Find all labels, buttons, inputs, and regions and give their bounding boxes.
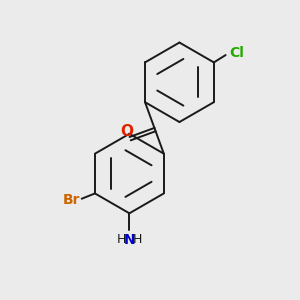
Text: Cl: Cl xyxy=(230,46,244,60)
Text: H: H xyxy=(116,233,126,246)
Text: Br: Br xyxy=(63,193,80,207)
Text: N: N xyxy=(124,233,135,247)
Text: H: H xyxy=(133,233,142,246)
Text: O: O xyxy=(121,124,134,139)
